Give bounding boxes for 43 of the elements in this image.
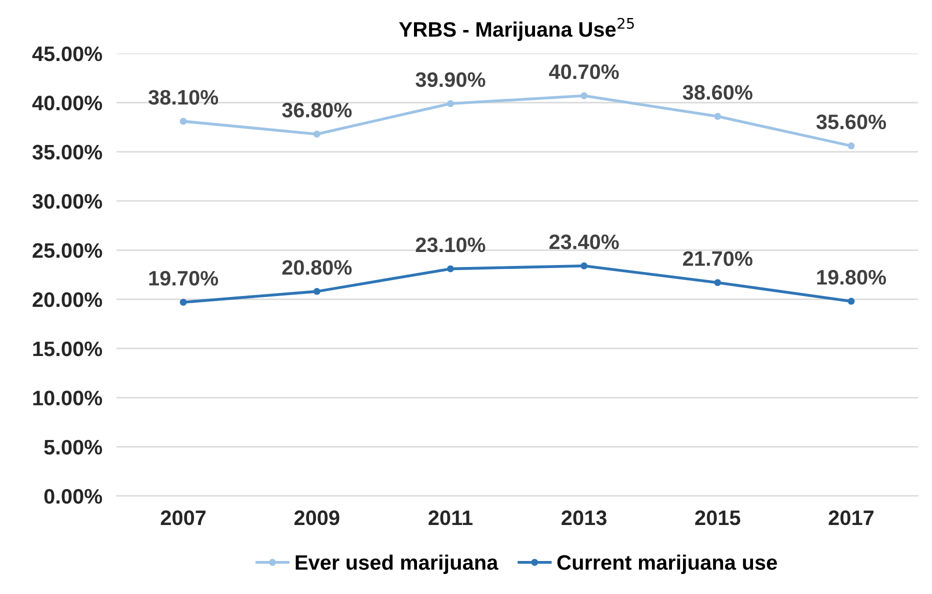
data-label: 20.80% [282,260,352,275]
x-tick-label: 2015 [695,510,740,526]
y-tick-label: 10.00% [33,390,102,406]
y-tick-label: 35.00% [32,144,102,160]
x-tick-label: 2017 [828,510,874,526]
y-tick-label: 15.00% [33,341,102,356]
x-tick-label: 2011 [428,510,472,526]
y-tick-label: 40.00% [32,96,102,110]
point [848,298,855,305]
x-tick-label: 2013 [562,510,606,526]
data-label: 23.40% [549,234,619,250]
data-label: 38.10% [148,90,218,105]
data-label: 39.90% [416,72,486,88]
data-label: 36.80% [282,102,352,118]
data-label: 38.60% [682,85,752,100]
data-label: 21.70% [683,251,752,266]
x-tick-label: 2009 [294,510,340,526]
y-tick-label: 45.00% [32,46,102,62]
data-label: 19.70% [149,270,218,286]
point [446,265,454,272]
y-tick-label: 5.00% [44,440,102,455]
point [848,142,855,150]
point [580,92,588,100]
data-label: 23.10% [416,237,486,252]
x-tick-label: 2007 [160,510,206,526]
legend-label: Ever used marijuana [296,554,498,574]
point [446,100,454,108]
y-tick-label: 25.00% [32,243,102,258]
data-label: 35.60% [816,114,886,130]
chart-title: YRBS - Marijuana Use$^{25}$ [399,18,634,41]
point [313,130,320,138]
point [714,112,722,120]
y-tick-label: 30.00% [32,194,102,209]
point [180,118,187,125]
point [180,298,187,306]
point [313,288,320,295]
y-tick-label: 20.00% [32,292,102,308]
point [714,279,722,286]
y-tick-label: 0.00% [44,488,102,504]
legend-label: Current marijuana use [557,554,777,574]
data-label: 40.70% [549,64,619,80]
data-label: 19.80% [817,270,886,285]
point [580,262,588,270]
